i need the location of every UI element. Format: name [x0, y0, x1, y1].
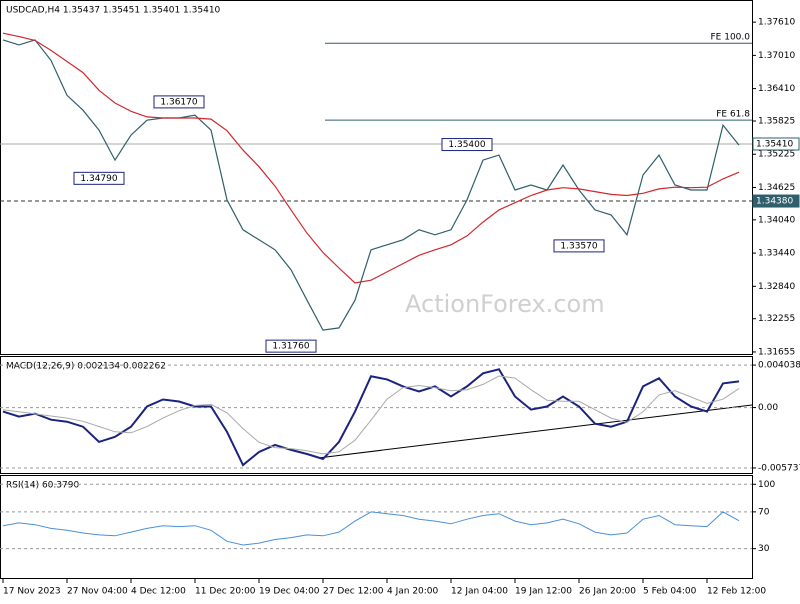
rsi-panel	[0, 475, 753, 579]
y-tick-label: 0.00	[758, 403, 778, 413]
trend-line	[317, 404, 753, 459]
y-tick-label: 1.37610	[758, 18, 795, 28]
annotation-label: 1.35400	[448, 140, 485, 150]
price-label: 1.34380	[756, 197, 793, 207]
y-tick-label: 1.35825	[758, 117, 795, 127]
x-tick-label: 4 Dec 12:00	[131, 587, 186, 597]
price-panel	[0, 0, 753, 355]
y-tick-label: 1.37010	[758, 51, 795, 61]
y-tick-label: 1.34040	[758, 215, 795, 225]
annotation-label: 1.34790	[80, 174, 117, 184]
macd-panel	[0, 356, 753, 474]
fib-label: FE 100.0	[711, 33, 751, 43]
macd-title: MACD(12,26,9) 0.002134 0.002262	[6, 362, 166, 372]
series-line	[2, 32, 740, 284]
x-tick-label: 26 Jan 20:00	[579, 587, 636, 597]
y-tick-label: 1.32840	[758, 282, 795, 292]
x-tick-label: 11 Dec 20:00	[195, 587, 256, 597]
annotation-box	[265, 339, 317, 353]
y-tick-label: 1.35225	[758, 150, 795, 160]
annotation-box	[441, 138, 493, 152]
watermark: ActionForex.com	[405, 290, 605, 318]
y-tick-label: 1.36410	[758, 84, 795, 94]
y-tick-label: 100	[758, 480, 775, 490]
annotation-label: 1.33570	[560, 241, 597, 251]
x-tick-label: 12 Feb 12:00	[707, 587, 766, 597]
annotation-label: 1.36170	[160, 97, 197, 107]
series-line	[2, 368, 740, 467]
annotation-label: 1.31760	[272, 342, 309, 352]
y-tick-label: 0.004038	[758, 361, 800, 371]
price-box	[752, 194, 800, 208]
y-tick-label: 30	[758, 544, 770, 554]
x-tick-label: 19 Dec 04:00	[259, 587, 320, 597]
series-line	[2, 511, 740, 546]
fib-label: FE 61.8	[716, 110, 750, 120]
y-tick-label: -0.005737	[758, 463, 800, 473]
x-tick-label: 19 Jan 12:00	[515, 587, 572, 597]
price-title: USDCAD,H4 1.35437 1.35451 1.35401 1.3541…	[6, 6, 221, 16]
series-line	[2, 39, 740, 331]
x-tick-label: 4 Jan 20:00	[387, 587, 439, 597]
annotation-box	[73, 171, 125, 185]
y-tick-label: 1.32255	[758, 314, 795, 324]
annotation-box	[153, 95, 205, 109]
price-label: 1.35410	[756, 139, 793, 149]
y-tick-label: 1.34625	[758, 183, 795, 193]
y-tick-label: 70	[758, 507, 770, 517]
y-tick-label: 1.31655	[758, 347, 795, 357]
y-tick-label: 1.33440	[758, 249, 795, 259]
x-tick-label: 27 Dec 12:00	[323, 587, 384, 597]
x-tick-label: 5 Feb 04:00	[643, 587, 697, 597]
series-line	[2, 375, 740, 455]
x-tick-label: 27 Nov 04:00	[67, 587, 128, 597]
annotation-box	[553, 239, 605, 253]
x-tick-label: 17 Nov 2023	[3, 587, 61, 597]
price-box	[752, 137, 800, 151]
x-tick-label: 12 Jan 04:00	[451, 587, 508, 597]
rsi-title: RSI(14) 60.3790	[6, 481, 79, 491]
